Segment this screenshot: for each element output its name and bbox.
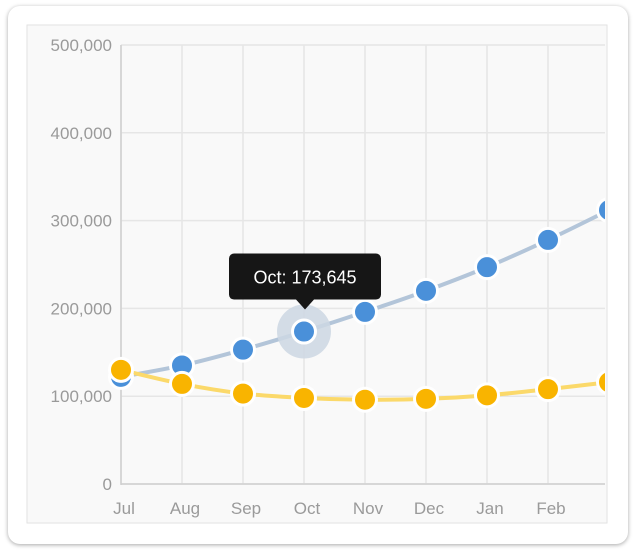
series-1-point[interactable]: [291, 318, 317, 345]
x-axis: Jul Aug Sep Oct Nov Dec Jan Feb M: [113, 499, 619, 518]
y-tick-label: 300,000: [51, 212, 112, 231]
tooltip-box: [229, 253, 381, 300]
x-tick-label: Feb: [536, 499, 565, 518]
series-1-point[interactable]: [352, 298, 378, 325]
series-1-point[interactable]: [413, 277, 439, 304]
series-2-point[interactable]: [474, 382, 500, 409]
y-tick-label: 200,000: [51, 299, 112, 318]
tooltip-text: Oct: 173,645: [253, 268, 356, 288]
x-tick-label: Jul: [113, 499, 135, 518]
series-2-point[interactable]: [535, 376, 561, 403]
series-2-point[interactable]: [108, 356, 134, 383]
series-2-point[interactable]: [169, 370, 195, 397]
y-tick-label: 400,000: [51, 124, 112, 143]
series-1-point[interactable]: [474, 254, 500, 281]
x-tick-label: Aug: [170, 499, 200, 518]
grid: [120, 44, 605, 485]
series-2-point[interactable]: [230, 380, 256, 407]
series-layer: [108, 197, 621, 413]
y-tick-label: 100,000: [51, 387, 112, 406]
x-tick-label: Oct: [294, 499, 321, 518]
x-tick-label: Nov: [353, 499, 384, 518]
y-tick-label: 500,000: [51, 36, 112, 55]
series-1-point[interactable]: [596, 197, 621, 223]
tooltip: Oct: 173,645: [229, 253, 381, 310]
x-tick-label: Dec: [414, 499, 445, 518]
x-tick-label: Sep: [231, 499, 261, 518]
series-2-point[interactable]: [352, 386, 378, 413]
series-1-point[interactable]: [535, 226, 561, 253]
series-2-point[interactable]: [596, 369, 621, 395]
y-axis: 0 100,000 200,000 300,000 400,000 500,000: [51, 36, 112, 494]
series-2-point[interactable]: [413, 385, 439, 412]
series-2-point[interactable]: [291, 384, 317, 411]
x-tick-label: Jan: [476, 499, 503, 518]
y-tick-label: 0: [103, 475, 112, 494]
x-tick-label: M: [605, 499, 619, 518]
series-1-point[interactable]: [230, 336, 256, 363]
tooltip-arrow: [296, 299, 314, 310]
